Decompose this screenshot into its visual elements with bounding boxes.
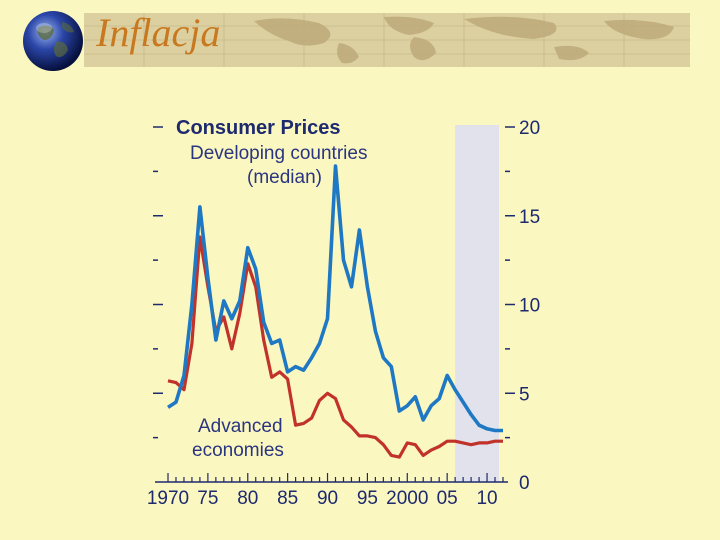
x-tick-label: 1970	[147, 488, 189, 509]
developing-countries-label: Developing countries	[190, 143, 367, 164]
x-tick-label: 80	[237, 488, 258, 509]
x-tick-label: 75	[197, 488, 218, 509]
y-tick-label: 5	[519, 384, 530, 405]
advanced-economies-label-2: economies	[192, 440, 284, 461]
chart-title: Consumer Prices	[176, 117, 341, 139]
x-tick-label: 10	[476, 488, 497, 509]
x-tick-label: 95	[357, 488, 378, 509]
globe-icon	[23, 11, 83, 71]
y-tick-label: 15	[519, 207, 540, 228]
left-axis-ticks	[153, 126, 163, 439]
y-tick-label: 20	[519, 118, 540, 139]
advanced-economies-label: Advanced	[198, 416, 283, 437]
series-line-developing-countries	[167, 164, 503, 433]
x-tick-label: 90	[317, 488, 338, 509]
title-banner	[84, 13, 690, 67]
x-tick-label: 85	[277, 488, 298, 509]
x-tick-label: 05	[437, 488, 458, 509]
x-tick-label: 2000	[386, 488, 428, 509]
right-axis-ticks: 0 5 10 15 20	[505, 118, 540, 494]
developing-countries-label-median: (median)	[247, 167, 322, 188]
x-axis-ticks: 1970 75 80 85 90 95 2000 05 10	[147, 473, 504, 509]
series-line-advanced-economies	[167, 235, 503, 459]
page-title: Inflacja	[96, 10, 221, 55]
y-tick-label: 10	[519, 296, 540, 317]
world-map-background	[84, 13, 690, 67]
y-tick-label: 0	[519, 473, 530, 494]
